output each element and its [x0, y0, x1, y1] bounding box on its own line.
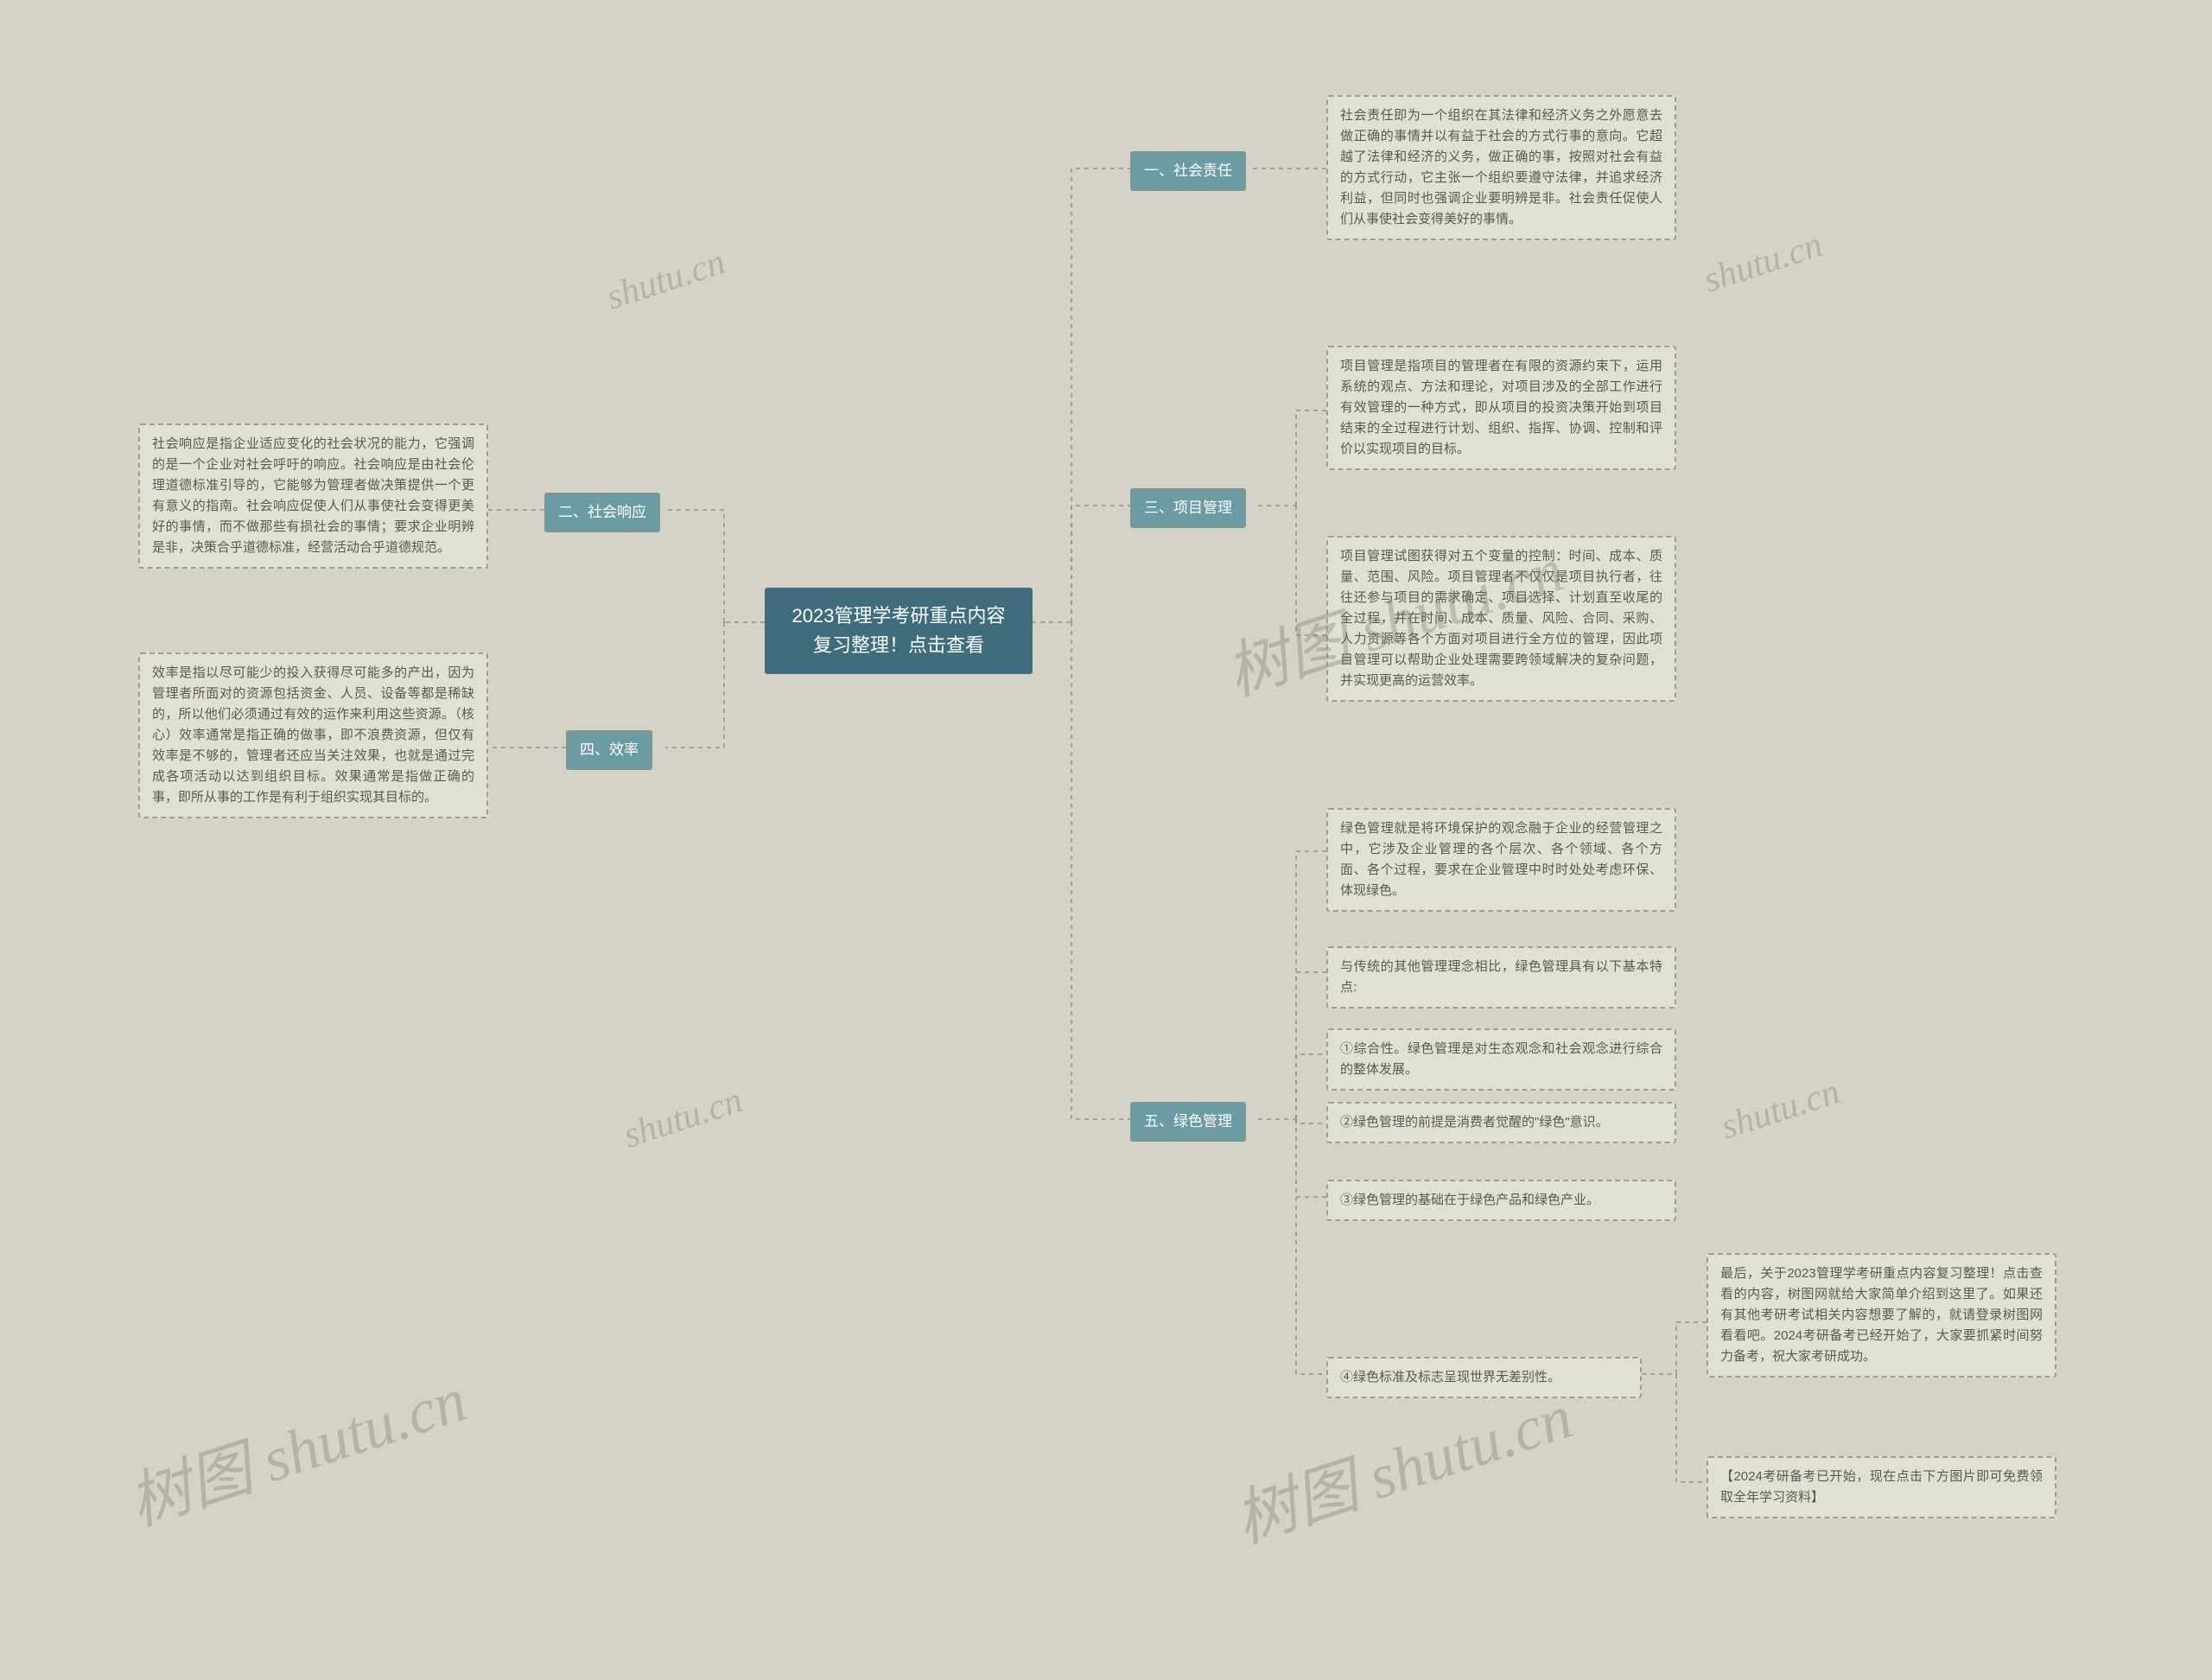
leaf-text: 社会责任即为一个组织在其法律和经济义务之外愿意去做正确的事情并以有益于社会的方式… [1340, 108, 1662, 226]
leaf-text: ①综合性。绿色管理是对生态观念和社会观念进行综合的整体发展。 [1340, 1041, 1662, 1077]
leaf-text: 与传统的其他管理理念相比，绿色管理具有以下基本特点: [1340, 959, 1662, 995]
root-line2: 复习整理！点击查看 [813, 634, 984, 656]
leaf-text: 绿色管理就是将环境保护的观念融于企业的经营管理之中，它涉及企业管理的各个层次、各… [1340, 821, 1662, 898]
watermark: 树图 shutu.cn [116, 1348, 476, 1543]
leaf-text: 项目管理试图获得对五个变量的控制：时间、成本、质量、范围、风险。项目管理者不仅仅… [1340, 549, 1662, 688]
leaf-social-responsibility: 社会责任即为一个组织在其法律和经济义务之外愿意去做正确的事情并以有益于社会的方式… [1326, 95, 1676, 240]
leaf-pm-1: 项目管理是指项目的管理者在有限的资源约束下，运用系统的观点、方法和理论，对项目涉… [1326, 346, 1676, 470]
leaf-green-5: ③绿色管理的基础在于绿色产品和绿色产业。 [1326, 1180, 1676, 1221]
leaf-text: 最后，关于2023管理学考研重点内容复习整理！点击查看的内容，树图网就给大家简单… [1720, 1266, 2043, 1364]
watermark: shutu.cn [601, 241, 730, 318]
connector-layer [0, 0, 2212, 1680]
leaf-green-6: ④绿色标准及标志呈现世界无差别性。 [1326, 1357, 1642, 1398]
watermark: shutu.cn [619, 1079, 747, 1156]
branch-social-response: 二、社会响应 [544, 493, 660, 532]
leaf-text: 效率是指以尽可能少的投入获得尽可能多的产出，因为管理者所面对的资源包括资金、人员… [152, 665, 474, 805]
branch-label: 三、项目管理 [1144, 500, 1232, 516]
watermark: shutu.cn [1716, 1071, 1845, 1148]
branch-label: 四、效率 [580, 741, 639, 758]
branch-social-responsibility: 一、社会责任 [1130, 151, 1246, 191]
leaf-text: 【2024考研备考已开始，现在点击下方图片即可免费领取全年学习资料】 [1720, 1469, 2043, 1505]
leaf-final-2: 【2024考研备考已开始，现在点击下方图片即可免费领取全年学习资料】 [1707, 1456, 2056, 1518]
leaf-green-1: 绿色管理就是将环境保护的观念融于企业的经营管理之中，它涉及企业管理的各个层次、各… [1326, 808, 1676, 912]
leaf-text: 社会响应是指企业适应变化的社会状况的能力，它强调的是一个企业对社会呼吁的响应。社… [152, 436, 474, 555]
leaf-green-4: ②绿色管理的前提是消费者觉醒的"绿色"意识。 [1326, 1102, 1676, 1143]
leaf-social-response: 社会响应是指企业适应变化的社会状况的能力，它强调的是一个企业对社会呼吁的响应。社… [138, 423, 488, 569]
branch-project-management: 三、项目管理 [1130, 488, 1246, 528]
leaf-green-3: ①综合性。绿色管理是对生态观念和社会观念进行综合的整体发展。 [1326, 1028, 1676, 1091]
leaf-green-2: 与传统的其他管理理念相比，绿色管理具有以下基本特点: [1326, 946, 1676, 1009]
leaf-text: ②绿色管理的前提是消费者觉醒的"绿色"意识。 [1340, 1115, 1609, 1130]
branch-label: 一、社会责任 [1144, 162, 1232, 179]
root-line1: 2023管理学考研重点内容 [792, 605, 1006, 627]
branch-green-management: 五、绿色管理 [1130, 1102, 1246, 1142]
branch-efficiency: 四、效率 [566, 730, 652, 770]
watermark: shutu.cn [1699, 224, 1827, 301]
branch-label: 二、社会响应 [558, 504, 646, 520]
leaf-text: ③绿色管理的基础在于绿色产品和绿色产业。 [1340, 1193, 1599, 1207]
leaf-text: 项目管理是指项目的管理者在有限的资源约束下，运用系统的观点、方法和理论，对项目涉… [1340, 359, 1662, 456]
leaf-pm-2: 项目管理试图获得对五个变量的控制：时间、成本、质量、范围、风险。项目管理者不仅仅… [1326, 536, 1676, 702]
branch-label: 五、绿色管理 [1144, 1113, 1232, 1130]
leaf-final-1: 最后，关于2023管理学考研重点内容复习整理！点击查看的内容，树图网就给大家简单… [1707, 1253, 2056, 1378]
leaf-efficiency: 效率是指以尽可能少的投入获得尽可能多的产出，因为管理者所面对的资源包括资金、人员… [138, 652, 488, 818]
mindmap-root: 2023管理学考研重点内容 复习整理！点击查看 [765, 588, 1033, 674]
leaf-text: ④绿色标准及标志呈现世界无差别性。 [1340, 1370, 1560, 1384]
